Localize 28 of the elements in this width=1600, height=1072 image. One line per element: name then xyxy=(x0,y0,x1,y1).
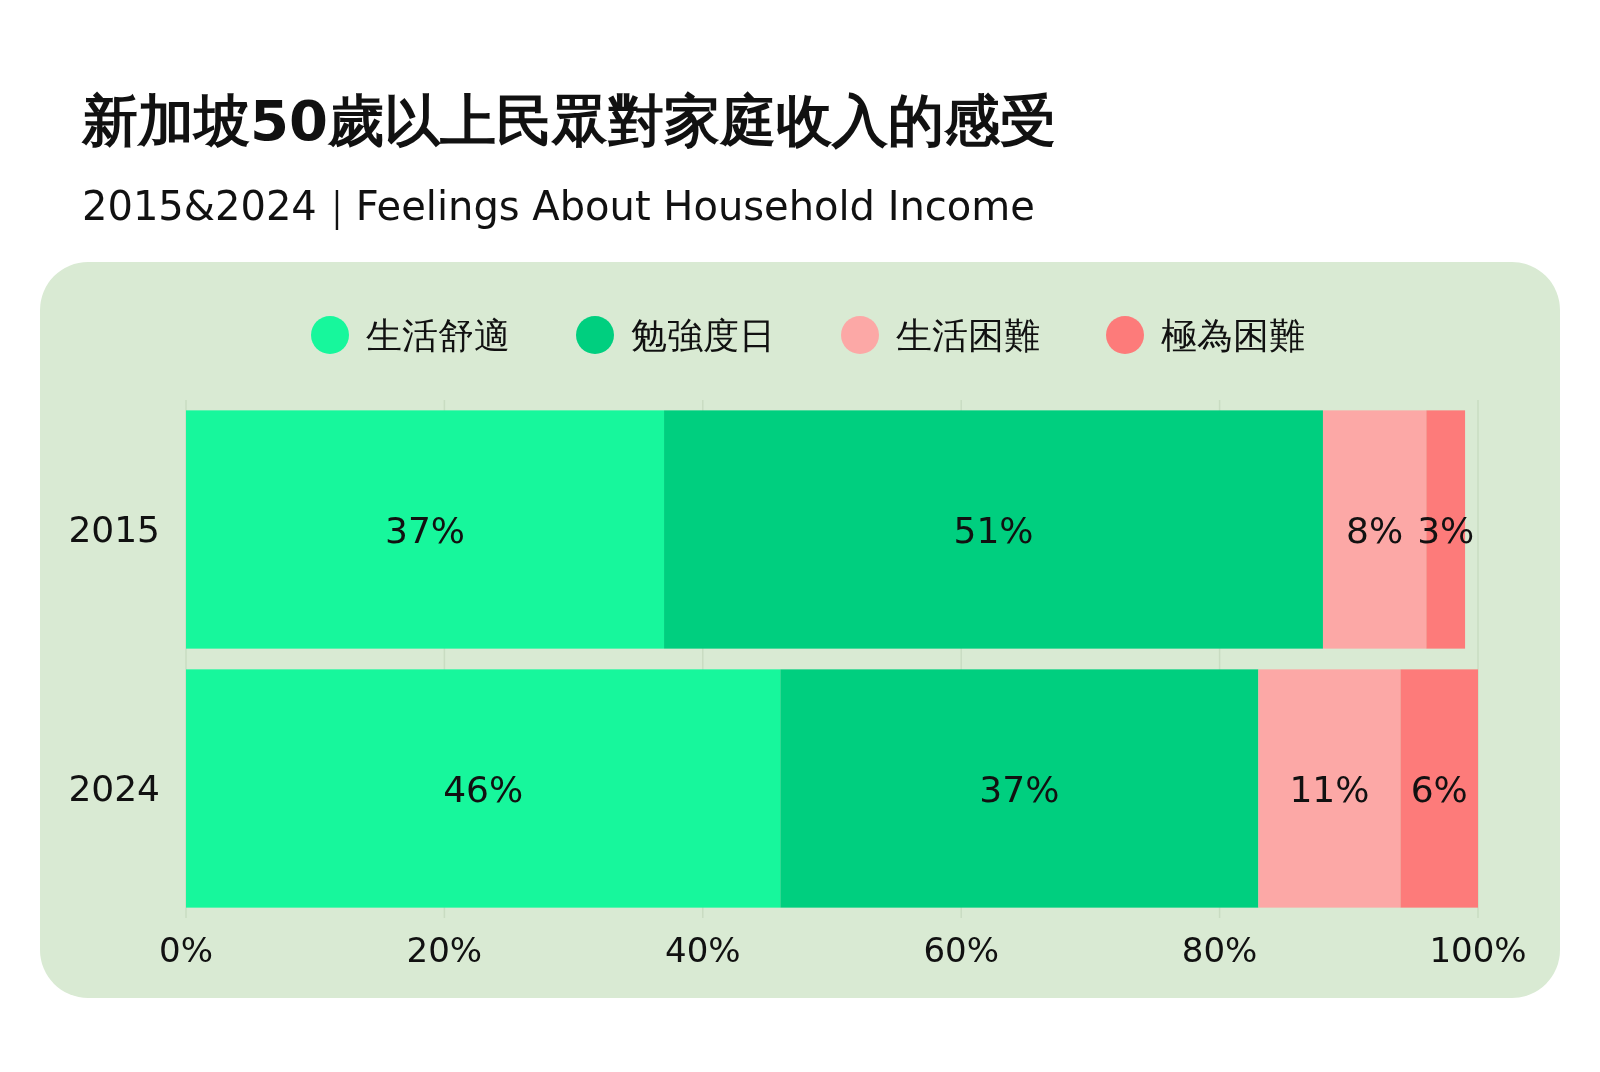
x-tick-label: 60% xyxy=(923,930,999,970)
bar xyxy=(186,410,665,649)
chart-subtitle: 2015&2024｜Feelings About Household Income xyxy=(82,183,1035,230)
bar xyxy=(1400,669,1478,908)
x-tick-label: 40% xyxy=(665,930,741,970)
data-label: 11% xyxy=(1289,768,1370,810)
data-label: 3% xyxy=(1417,509,1475,551)
bar xyxy=(186,669,781,908)
bar xyxy=(664,410,1323,649)
legend-label: 勉強度日 xyxy=(631,315,775,356)
legend-label: 極為困難 xyxy=(1161,315,1305,356)
data-label: 37% xyxy=(979,768,1060,810)
y-tick-label: 2024 xyxy=(68,767,160,809)
data-label: 6% xyxy=(1410,768,1468,810)
x-tick-label: 20% xyxy=(406,930,483,970)
data-label: 8% xyxy=(1346,509,1404,551)
legend-label: 生活舒適 xyxy=(366,315,510,356)
data-label: 51% xyxy=(953,509,1034,551)
data-label: 46% xyxy=(443,768,524,810)
legend-label: 生活困難 xyxy=(896,315,1040,356)
chart-title: 新加坡50歲以上民眾對家庭收入的感受 xyxy=(81,88,1056,153)
bar xyxy=(780,669,1259,908)
y-tick-label: 2015 xyxy=(68,508,160,550)
x-tick-label: 80% xyxy=(1181,930,1258,970)
x-tick-label: 100% xyxy=(1429,930,1527,970)
x-tick-label: 0% xyxy=(159,930,213,970)
bar xyxy=(1258,669,1401,908)
data-label: 37% xyxy=(385,509,466,551)
